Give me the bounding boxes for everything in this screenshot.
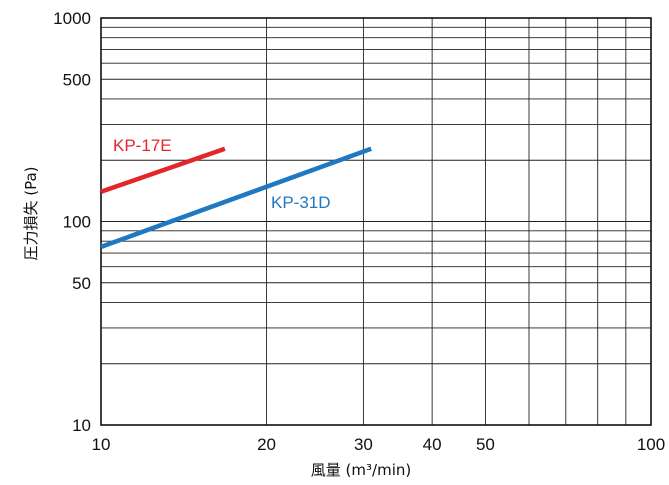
grid <box>101 18 651 425</box>
x-tick-label: 100 <box>637 435 665 454</box>
series-label-kp-31d: KP-31D <box>271 193 331 212</box>
x-axis-label: 風量 (m³/min) <box>311 461 411 479</box>
y-tick-label: 1000 <box>53 9 91 28</box>
x-tick-label: 20 <box>257 435 276 454</box>
plot-frame <box>100 17 652 426</box>
series-label-kp-17e: KP-17E <box>113 136 172 155</box>
series-line-kp-17e <box>100 146 226 194</box>
series-layer <box>100 146 372 250</box>
x-tick-label: 40 <box>423 435 442 454</box>
y-tick-label: 500 <box>63 70 91 89</box>
y-tick-label: 10 <box>72 416 91 435</box>
series-line-kp-31d <box>100 146 372 250</box>
y-axis-label: 圧力損失 (Pa) <box>22 166 40 260</box>
y-tick-label: 100 <box>63 213 91 232</box>
x-tick-label: 30 <box>354 435 373 454</box>
y-tick-label: 50 <box>72 274 91 293</box>
y-tick-labels: 10 50 100 500 1000 <box>53 9 91 435</box>
x-tick-label: 50 <box>476 435 495 454</box>
x-tick-labels: 10 20 30 40 50 100 <box>92 435 666 454</box>
x-tick-label: 10 <box>92 435 111 454</box>
